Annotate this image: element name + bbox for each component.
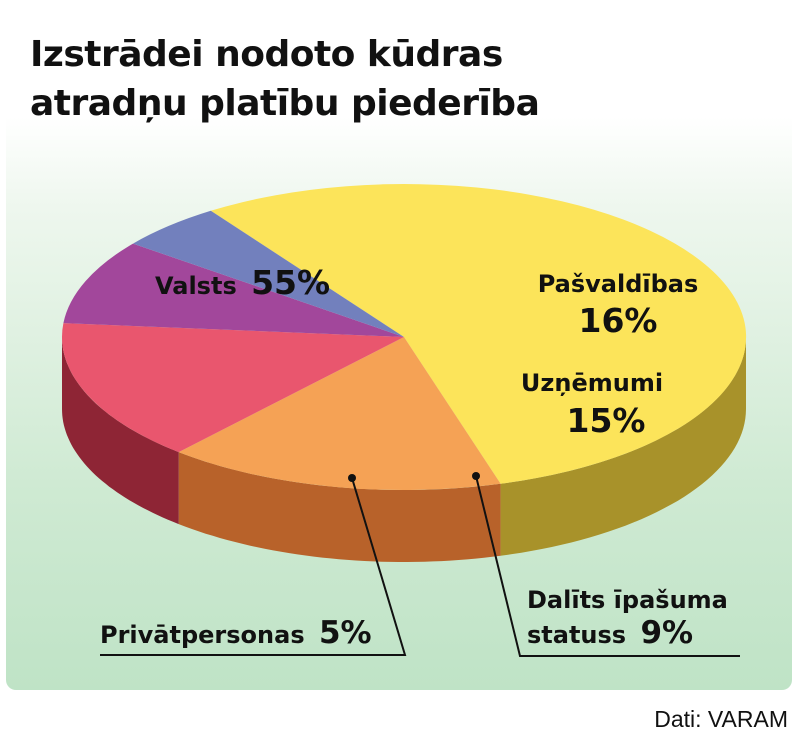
pie-slice-privatpersonas <box>133 210 404 337</box>
slice-value-dalits: 9% <box>640 615 693 651</box>
chart-title: Izstrādei nodoto kūdras atradņu platību … <box>30 30 750 128</box>
slice-name-pasvaldibas: Pašvaldības <box>538 270 699 298</box>
slice-value-valsts: 55% <box>251 263 330 302</box>
pie-slice-uznemumi <box>61 323 405 453</box>
pie-slice-pasvaldibas <box>178 337 501 491</box>
leader-dot-dalits <box>472 472 480 480</box>
slice-name-dalits-line-2: statuss <box>527 621 626 649</box>
source-note: Dati: VARAM <box>654 706 788 732</box>
slice-label-privatpersonas: Privātpersonas 5% <box>100 615 372 651</box>
slice-name-uznemumi: Uzņēmumi <box>521 369 663 397</box>
slice-name-valsts: Valsts <box>155 272 237 300</box>
pie-slice-valsts <box>210 184 747 484</box>
leader-line-privatpersonas <box>100 477 407 656</box>
pie-side-uznemumi <box>62 337 179 525</box>
leader-line-dalits <box>475 475 740 657</box>
pie-slice-dalits <box>63 243 405 337</box>
pie-side-pasvaldibas <box>178 452 501 562</box>
leader-dot-privatpersonas <box>348 474 356 482</box>
slice-label-valsts: Valsts 55% <box>155 263 330 302</box>
pie-tops <box>61 184 747 491</box>
slice-value-privatpersonas: 5% <box>319 615 372 651</box>
slice-name-dalits-line-1: Dalīts īpašuma <box>527 586 728 614</box>
chart-title-line-2: atradņu platību piederība <box>30 83 540 124</box>
slice-value-pasvaldibas: 16% <box>579 301 658 340</box>
leader-lines <box>100 475 740 657</box>
pie-sides <box>62 337 746 562</box>
slice-value-uznemumi: 15% <box>567 401 646 440</box>
chart-title-line-1: Izstrādei nodoto kūdras <box>30 34 503 75</box>
slice-name-privatpersonas: Privātpersonas <box>100 621 305 649</box>
pie-side-valsts <box>500 337 746 556</box>
slice-label-dalits-line-2: statuss 9% <box>527 615 693 651</box>
